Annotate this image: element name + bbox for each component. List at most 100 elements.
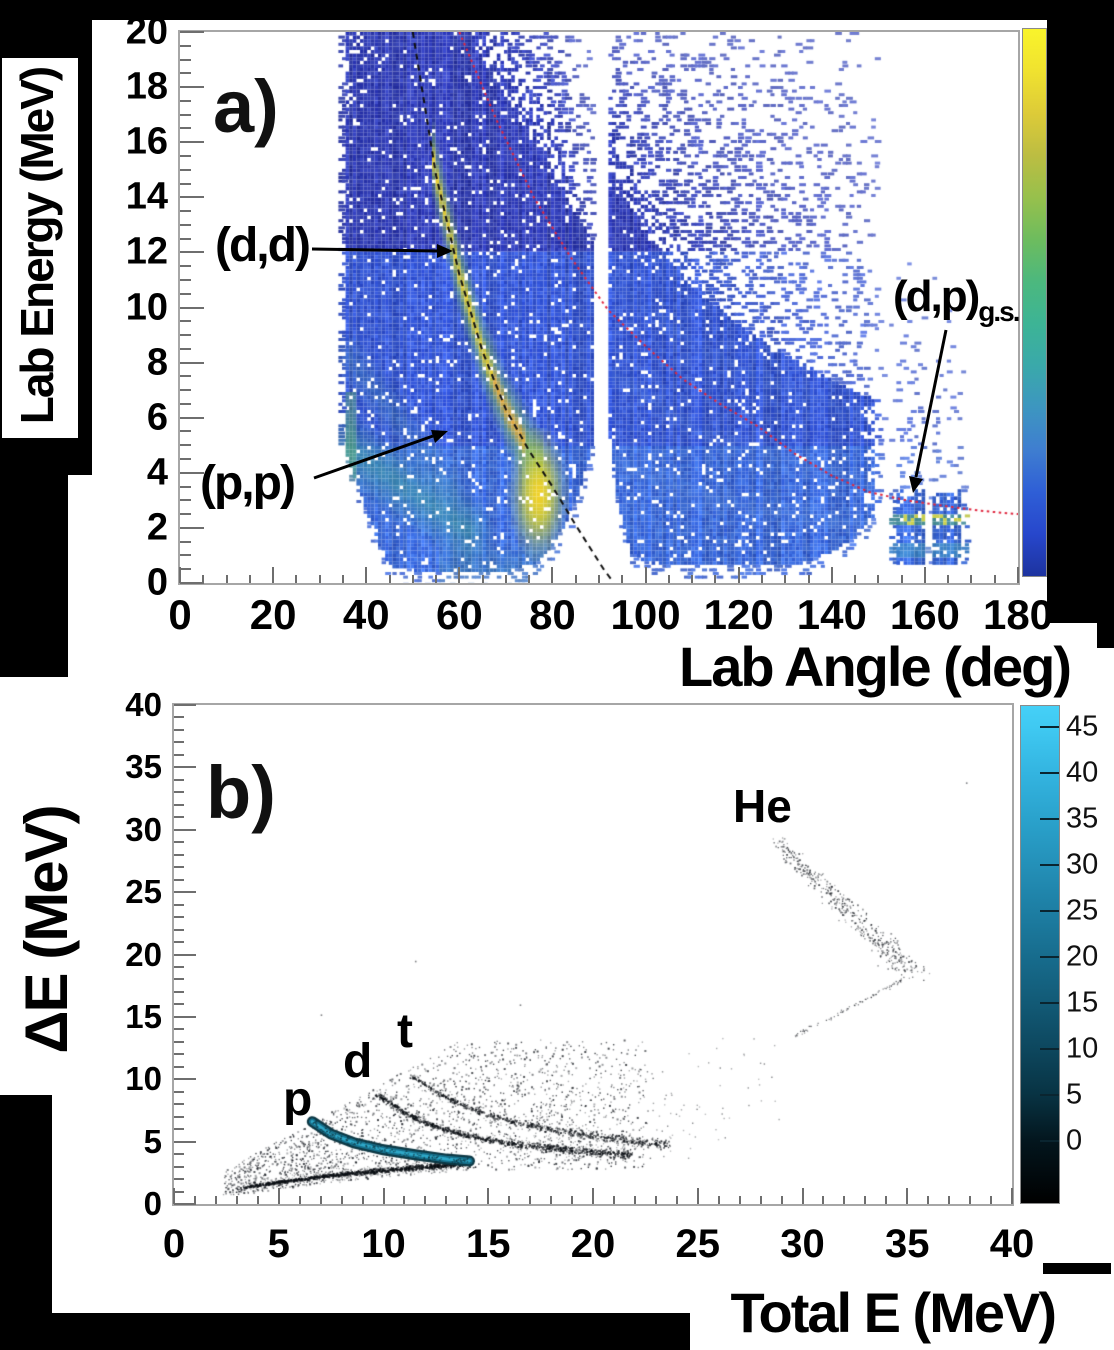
- panel-b-x-axis-title: Total E (MeV): [730, 1281, 1057, 1344]
- y-tick-mark: [180, 540, 191, 543]
- y-tick-mark: [180, 389, 191, 392]
- y-tick-mark: [174, 1065, 184, 1068]
- x-tick-mark: [612, 1196, 615, 1204]
- x-tick-mark: [248, 575, 251, 583]
- x-tick-mark: [784, 575, 787, 583]
- x-tick-label: 0: [168, 591, 192, 638]
- y-tick-label: 25: [125, 873, 162, 911]
- panel-a-x-axis-title: Lab Angle (deg): [678, 635, 1072, 698]
- x-tick-mark: [990, 1196, 993, 1204]
- mask-bottom-bar: [0, 1313, 690, 1350]
- x-tick-mark: [598, 575, 600, 583]
- y-tick-label: 0: [146, 561, 168, 604]
- y-tick-mark: [180, 127, 191, 130]
- x-tick-mark: [633, 1196, 636, 1204]
- x-tick-mark: [571, 1196, 574, 1204]
- colorbar-b-tick: [1040, 818, 1059, 820]
- x-tick-mark: [947, 575, 950, 583]
- colorbar-b-tick: [1040, 1140, 1059, 1142]
- y-tick-mark: [174, 953, 196, 956]
- x-tick-mark: [780, 1196, 783, 1204]
- x-tick-mark: [319, 1196, 322, 1204]
- y-tick-label: 8: [146, 341, 168, 384]
- colorbar-b-label: 15: [1066, 986, 1099, 1019]
- y-tick-mark: [174, 1165, 184, 1168]
- y-tick-label: 30: [125, 810, 162, 848]
- ylabel-box-panel-a: [2, 58, 78, 438]
- y-tick-mark: [174, 1115, 184, 1118]
- panel-b-label: b): [206, 751, 276, 834]
- x-tick-label: 40: [989, 1222, 1035, 1266]
- x-tick-label: 25: [675, 1222, 721, 1266]
- annotation-d: d: [343, 1035, 373, 1088]
- colorbar-b-label: 0: [1066, 1124, 1083, 1157]
- y-tick-mark: [180, 554, 191, 557]
- x-tick-mark: [574, 575, 577, 583]
- x-tick-mark: [927, 1196, 930, 1204]
- x-tick-mark: [528, 575, 531, 583]
- y-tick-mark: [180, 141, 204, 144]
- y-tick-mark: [174, 841, 184, 844]
- x-tick-mark: [807, 575, 810, 583]
- y-tick-mark: [180, 485, 191, 488]
- y-tick-mark: [174, 1103, 184, 1106]
- x-tick-mark: [318, 575, 321, 583]
- y-tick-mark: [174, 978, 184, 981]
- x-tick-mark: [667, 575, 670, 583]
- x-tick-label: 60: [435, 591, 483, 638]
- colorbar-b-label: 45: [1066, 710, 1099, 743]
- y-tick-mark: [174, 928, 184, 931]
- x-tick-mark: [424, 1196, 427, 1204]
- x-tick-mark: [923, 567, 926, 583]
- y-tick-mark: [174, 704, 196, 706]
- panel-a-histogram-canvas: [180, 32, 1018, 583]
- x-tick-mark: [214, 1196, 217, 1204]
- y-tick-label: 10: [125, 286, 168, 328]
- x-tick-mark: [877, 575, 880, 583]
- y-tick-mark: [174, 1178, 184, 1181]
- x-tick-mark: [173, 1188, 175, 1204]
- mask-right-small: [1097, 623, 1114, 648]
- y-tick-mark: [180, 430, 191, 433]
- x-tick-mark: [403, 1196, 406, 1204]
- y-tick-mark: [180, 99, 191, 102]
- y-tick-mark: [180, 210, 191, 213]
- y-tick-mark: [180, 72, 191, 75]
- colorbar-b-tick: [1040, 864, 1059, 866]
- y-tick-mark: [174, 1128, 184, 1131]
- colorbar-b-tick: [1040, 772, 1059, 774]
- y-tick-mark: [174, 866, 184, 869]
- x-tick-mark: [235, 1196, 238, 1204]
- y-tick-mark: [174, 853, 184, 856]
- x-tick-label: 5: [267, 1222, 290, 1266]
- y-tick-mark: [180, 154, 191, 157]
- y-tick-label: 10: [125, 1060, 162, 1098]
- x-tick-mark: [854, 575, 857, 583]
- y-tick-label: 4: [146, 451, 168, 494]
- y-tick-mark: [174, 728, 184, 731]
- panel-b-scatter-canvas: [174, 705, 1012, 1204]
- y-tick-mark: [180, 526, 204, 529]
- annotation-dp-subscript: g.s.: [978, 295, 1020, 327]
- annotation-he: He: [733, 780, 792, 832]
- annotation-pp: (p,p): [200, 457, 296, 510]
- x-tick-label: 140: [796, 591, 867, 638]
- y-tick-label: 18: [125, 65, 168, 108]
- y-tick-label: 12: [125, 230, 168, 273]
- colorbar-b-label: 20: [1066, 940, 1099, 973]
- x-tick-label: 0: [162, 1222, 186, 1266]
- mask-top-bar: [0, 0, 1114, 20]
- y-tick-mark: [180, 334, 191, 337]
- y-tick-mark: [174, 1015, 196, 1018]
- x-tick-mark: [621, 575, 624, 583]
- x-tick-label: 120: [703, 591, 774, 638]
- x-tick-mark: [466, 1196, 469, 1204]
- mask-right-column: [1047, 0, 1114, 623]
- y-tick-mark: [174, 990, 184, 993]
- y-tick-mark: [174, 1190, 184, 1193]
- y-tick-mark: [180, 416, 204, 419]
- x-tick-mark: [550, 1196, 553, 1204]
- x-tick-mark: [969, 1196, 972, 1204]
- colorbar-b-label: 40: [1066, 756, 1099, 789]
